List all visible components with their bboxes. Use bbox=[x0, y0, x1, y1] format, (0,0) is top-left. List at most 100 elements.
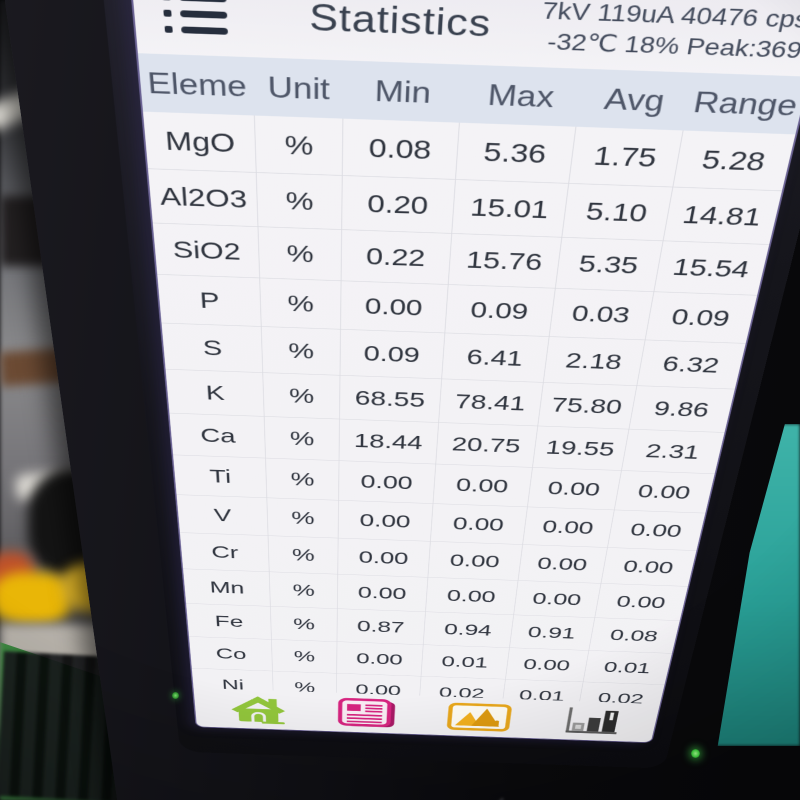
cell-avg: 0.00 bbox=[522, 507, 615, 548]
cell-range: 0.00 bbox=[595, 583, 688, 621]
cell-element: P bbox=[157, 274, 262, 327]
cell-unit: % bbox=[258, 227, 343, 282]
cell-range: 0.09 bbox=[645, 292, 758, 344]
cell-max: 0.00 bbox=[430, 503, 528, 545]
col-header-min: Min bbox=[374, 74, 432, 109]
cell-max: 0.01 bbox=[421, 644, 510, 680]
cell-max: 0.00 bbox=[425, 577, 519, 616]
cell-avg: 0.00 bbox=[518, 544, 608, 584]
cell-max: 15.01 bbox=[452, 179, 570, 238]
cell-min: 0.00 bbox=[338, 538, 431, 578]
cell-range: 6.32 bbox=[637, 340, 746, 390]
cell-unit: % bbox=[265, 458, 340, 501]
cell-range: 0.00 bbox=[607, 510, 706, 551]
statistics-button[interactable] bbox=[558, 705, 624, 737]
cell-element: Fe bbox=[186, 603, 272, 640]
cell-element: Al2O3 bbox=[148, 169, 259, 228]
cell-element: Ca bbox=[169, 413, 266, 459]
bar-chart-icon bbox=[565, 707, 619, 735]
cell-avg: 1.75 bbox=[569, 126, 684, 188]
cell-range: 14.81 bbox=[663, 187, 782, 245]
table-body: MgO % 0.08 5.36 1.75 5.28 Al2O3 % 0.20 1… bbox=[142, 111, 796, 715]
cell-avg: 0.91 bbox=[509, 615, 596, 651]
col-header-avg: Avg bbox=[602, 82, 668, 117]
cell-unit: % bbox=[271, 639, 338, 674]
cell-max: 20.75 bbox=[436, 422, 539, 468]
cell-min: 68.55 bbox=[339, 375, 443, 423]
page-title: Statistics bbox=[309, 0, 494, 45]
cell-range: 0.08 bbox=[589, 617, 680, 654]
cell-element: K bbox=[165, 369, 265, 417]
cell-element: S bbox=[161, 323, 264, 373]
cell-range: 2.31 bbox=[621, 429, 725, 475]
list-menu-icon bbox=[162, 0, 229, 35]
cell-element: Mn bbox=[183, 569, 271, 607]
cell-min: 0.08 bbox=[342, 118, 460, 180]
report-button[interactable] bbox=[337, 698, 398, 729]
cell-min: 0.00 bbox=[338, 460, 437, 504]
spectrum-icon bbox=[446, 702, 512, 732]
cell-min: 0.20 bbox=[342, 175, 456, 234]
cell-max: 0.00 bbox=[428, 541, 523, 581]
cell-min: 0.00 bbox=[337, 574, 429, 612]
cell-min: 0.22 bbox=[341, 229, 453, 285]
cell-unit: % bbox=[263, 372, 341, 420]
col-header-range: Range bbox=[691, 85, 800, 122]
cell-avg: 0.00 bbox=[505, 647, 590, 683]
cell-unit: % bbox=[254, 115, 344, 176]
cell-element: Ti bbox=[173, 455, 268, 499]
cell-unit: % bbox=[269, 572, 339, 609]
cell-max: 0.00 bbox=[433, 464, 533, 508]
cell-unit: % bbox=[264, 416, 340, 461]
background-object bbox=[0, 572, 72, 624]
power-led bbox=[172, 692, 179, 699]
status-led bbox=[691, 749, 700, 758]
cell-unit: % bbox=[256, 172, 343, 230]
cell-range: 0.00 bbox=[614, 470, 715, 514]
report-icon bbox=[337, 698, 398, 729]
cell-avg: 75.80 bbox=[538, 382, 638, 430]
cell-range: 15.54 bbox=[654, 241, 770, 296]
cell-max: 5.36 bbox=[455, 122, 577, 184]
cell-element: SiO2 bbox=[152, 223, 261, 279]
cell-max: 15.76 bbox=[448, 233, 563, 289]
cell-avg: 5.35 bbox=[555, 237, 664, 293]
cell-element: V bbox=[176, 494, 269, 536]
cell-max: 6.41 bbox=[442, 333, 550, 383]
cell-unit: % bbox=[270, 606, 338, 642]
cell-element: MgO bbox=[142, 111, 257, 173]
spectrum-button[interactable] bbox=[446, 702, 512, 732]
cell-min: 0.09 bbox=[340, 329, 446, 380]
cell-unit: % bbox=[267, 498, 339, 539]
cell-avg: 0.00 bbox=[513, 580, 602, 618]
cell-avg: 19.55 bbox=[532, 426, 630, 471]
col-header-unit: Unit bbox=[267, 70, 330, 106]
cell-range: 9.86 bbox=[629, 385, 735, 433]
cell-avg: 2.18 bbox=[543, 336, 646, 386]
cell-element: Co bbox=[188, 636, 273, 672]
cell-max: 0.94 bbox=[423, 611, 514, 648]
cell-range: 5.28 bbox=[673, 130, 796, 192]
cell-avg: 5.10 bbox=[562, 183, 674, 242]
cell-min: 0.00 bbox=[338, 500, 434, 542]
status-readout: 7kV 119uA 40476 cps -32℃ 18% Peak:369 bbox=[538, 0, 800, 66]
cell-max: 0.09 bbox=[445, 284, 556, 337]
cell-min: 18.44 bbox=[339, 419, 440, 465]
cell-max: 78.41 bbox=[439, 379, 544, 427]
col-header-element: Eleme bbox=[146, 66, 248, 103]
menu-button[interactable] bbox=[156, 0, 234, 40]
cell-avg: 0.00 bbox=[527, 467, 622, 511]
cell-unit: % bbox=[260, 278, 342, 330]
cell-range: 0.00 bbox=[601, 547, 697, 587]
cell-unit: % bbox=[268, 535, 339, 575]
home-button[interactable] bbox=[228, 693, 287, 725]
cell-avg: 0.03 bbox=[549, 288, 655, 341]
cell-min: 0.00 bbox=[336, 641, 424, 677]
cell-range: 0.01 bbox=[583, 650, 672, 685]
statistics-table: Eleme Unit Min Max Avg Range MgO % 0.08 … bbox=[137, 53, 800, 742]
cell-element: Cr bbox=[179, 532, 270, 573]
home-icon bbox=[230, 695, 287, 725]
cell-unit: % bbox=[261, 326, 341, 376]
cell-min: 0.87 bbox=[337, 608, 426, 645]
